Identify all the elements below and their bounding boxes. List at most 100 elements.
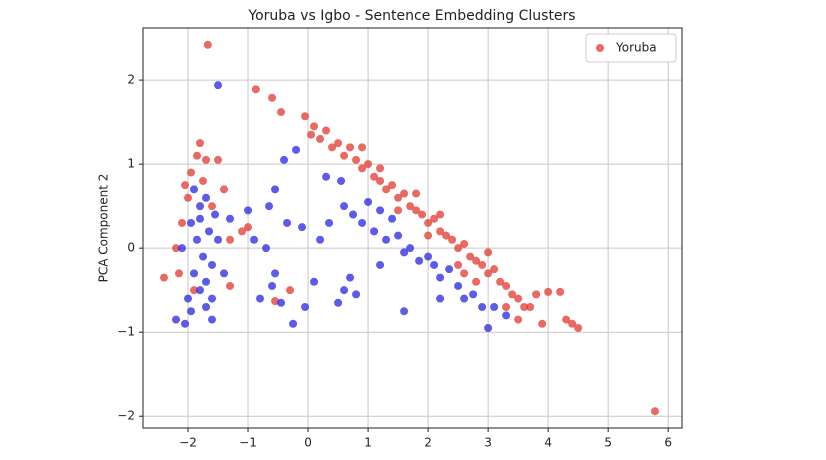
point	[340, 286, 349, 295]
point	[538, 319, 547, 328]
point	[352, 155, 361, 164]
point	[199, 252, 208, 261]
y-tick-label: 0	[127, 241, 135, 255]
point	[358, 143, 367, 152]
point	[334, 298, 343, 307]
point	[208, 315, 217, 324]
point	[478, 302, 487, 311]
point	[289, 319, 298, 328]
point	[370, 172, 379, 181]
point	[181, 181, 190, 190]
point	[490, 265, 499, 274]
point	[556, 287, 565, 296]
point	[388, 181, 397, 190]
point	[193, 235, 202, 244]
point	[271, 185, 280, 194]
point	[316, 235, 325, 244]
point	[322, 126, 331, 135]
point	[469, 290, 478, 299]
point	[364, 160, 373, 169]
point	[436, 294, 445, 303]
point	[484, 324, 493, 332]
point	[226, 214, 235, 223]
point	[436, 273, 445, 282]
point	[220, 185, 229, 194]
point	[256, 294, 265, 303]
point	[502, 302, 511, 311]
point	[190, 286, 199, 295]
point	[376, 164, 385, 173]
point	[196, 139, 205, 148]
point	[262, 244, 271, 253]
point	[352, 290, 361, 299]
point	[196, 286, 205, 295]
point	[454, 260, 463, 269]
point	[265, 202, 274, 211]
point	[496, 277, 505, 286]
point	[202, 155, 211, 164]
point	[328, 143, 337, 152]
point	[436, 210, 445, 219]
point	[220, 269, 229, 278]
point	[472, 256, 481, 265]
point	[205, 227, 214, 236]
legend-marker	[596, 44, 604, 52]
point	[316, 134, 325, 143]
point	[568, 319, 577, 328]
point	[251, 85, 260, 94]
point	[244, 206, 253, 215]
point	[436, 227, 445, 236]
point	[424, 252, 433, 261]
point	[382, 185, 391, 194]
point	[337, 176, 346, 185]
point	[196, 202, 205, 211]
point	[301, 302, 310, 311]
point	[466, 252, 475, 261]
point	[514, 315, 523, 324]
point	[418, 210, 427, 219]
y-axis-label: PCA Component 2	[97, 174, 111, 283]
point	[400, 248, 409, 257]
point	[202, 302, 211, 311]
point	[508, 290, 517, 299]
x-tick-label: 4	[544, 436, 552, 450]
plot-frame	[142, 27, 683, 429]
point	[178, 218, 187, 227]
x-tick-label: 2	[424, 436, 432, 450]
point	[346, 143, 355, 152]
point	[514, 294, 523, 303]
point	[203, 40, 212, 49]
y-tick-label: −2	[117, 409, 135, 423]
point	[310, 277, 319, 286]
point	[172, 315, 181, 324]
point	[454, 244, 463, 253]
x-tick-label: 5	[604, 436, 612, 450]
legend-label: Yoruba	[615, 41, 657, 55]
point	[526, 302, 535, 311]
chart-title: Yoruba vs Igbo - Sentence Embedding Clus…	[247, 8, 575, 24]
point	[187, 218, 196, 227]
point	[376, 260, 385, 269]
point	[382, 235, 391, 244]
point	[406, 202, 415, 211]
y-tick-label: 1	[127, 157, 135, 171]
point	[532, 290, 541, 299]
point	[430, 214, 439, 223]
point	[394, 231, 403, 240]
point	[325, 218, 334, 227]
point	[364, 197, 373, 206]
point	[394, 193, 403, 202]
point	[187, 307, 196, 316]
point	[574, 324, 583, 332]
point	[208, 202, 217, 211]
point	[280, 155, 289, 164]
point	[160, 273, 169, 282]
point	[175, 269, 184, 278]
point	[412, 189, 421, 198]
point	[199, 176, 208, 185]
x-tick-label: 0	[304, 436, 312, 450]
point	[448, 235, 457, 244]
point	[394, 206, 403, 215]
point	[349, 210, 358, 219]
